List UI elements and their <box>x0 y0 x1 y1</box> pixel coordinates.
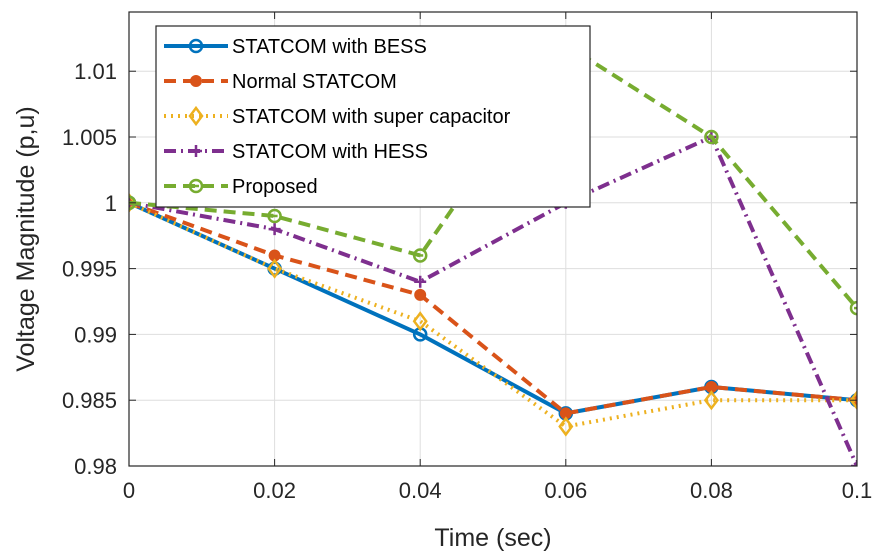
legend-item: Proposed <box>164 176 318 198</box>
y-tick-label: 0.985 <box>62 388 117 413</box>
marker-plus <box>190 145 202 157</box>
marker-circle-dot <box>412 248 428 263</box>
y-tick-label: 1 <box>105 191 117 216</box>
legend-item: STATCOM with BESS <box>164 36 427 58</box>
legend-item: STATCOM with HESS <box>164 141 428 163</box>
x-tick-label: 0.02 <box>253 478 296 503</box>
series-2 <box>129 192 857 437</box>
legend-label: STATCOM with BESS <box>232 36 427 58</box>
marker-circle <box>188 38 204 54</box>
plot-frame <box>128 11 858 467</box>
marker-circle-dot <box>849 300 857 316</box>
legend-box <box>155 25 591 208</box>
legend-item: STATCOM with super capacitor <box>164 105 511 128</box>
series-line <box>129 135 857 466</box>
marker-plus <box>414 275 427 288</box>
y-tick-label: 0.98 <box>74 454 117 479</box>
y-tick-label: 1.005 <box>62 125 117 150</box>
marker-circle-dot <box>704 129 719 145</box>
legend-label: Normal STATCOM <box>232 71 397 93</box>
y-tick-label: 1.01 <box>74 59 117 84</box>
legend-label: Proposed <box>232 176 318 198</box>
x-tick-label: 0.1 <box>842 478 872 503</box>
series-line <box>129 200 857 416</box>
marker-circle-dot <box>267 208 282 224</box>
legend-label: STATCOM with HESS <box>232 141 428 163</box>
x-axis-label: Time (sec) <box>434 524 551 552</box>
legend: STATCOM with BESS Normal STATCOM STATCOM w… <box>155 25 591 208</box>
marker-diamond <box>412 311 428 332</box>
y-tick-label: 0.995 <box>62 257 117 282</box>
marker-diamond <box>703 390 719 411</box>
series-line <box>129 200 857 429</box>
legend-item: Normal STATCOM <box>164 71 397 93</box>
x-tick-label: 0 <box>123 478 135 503</box>
marker-diamond <box>849 390 857 411</box>
y-tick-label: 0.99 <box>74 322 117 347</box>
x-tick-label: 0.06 <box>544 478 587 503</box>
marker-circle-dot <box>188 178 204 194</box>
marker-diamond <box>188 105 204 127</box>
x-tick-label: 0.08 <box>690 478 733 503</box>
marker-plus <box>268 223 281 236</box>
marker-dot <box>190 75 202 87</box>
legend-label: STATCOM with super capacitor <box>232 106 511 128</box>
x-tick-label: 0.04 <box>399 478 442 503</box>
marker-diamond <box>267 258 283 279</box>
axis-ticks: 0 0.02 0.04 0.06 0.08 0.1 0.98 0.985 0.99 0.995 1 1… <box>62 12 872 503</box>
marker-diamond <box>558 416 574 437</box>
y-axis-label: Voltage Magnitude (p,u) <box>12 106 40 371</box>
marker-dot <box>414 288 427 301</box>
